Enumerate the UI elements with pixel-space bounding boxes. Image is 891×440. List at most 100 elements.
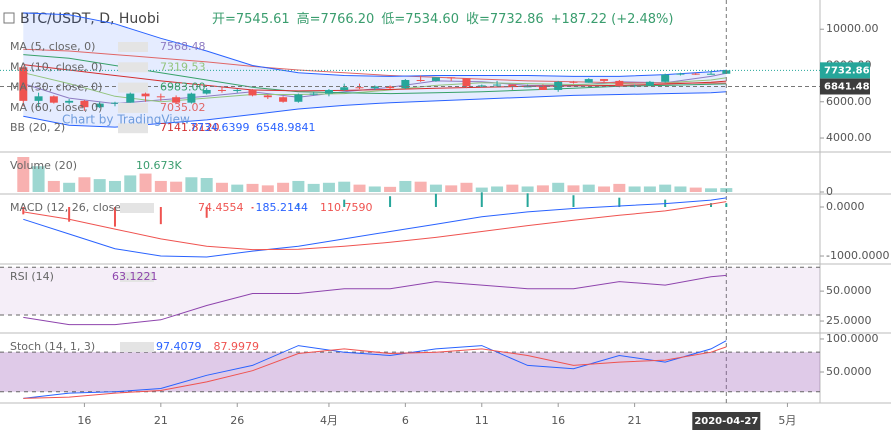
y-tick-label: 4000.00 — [826, 131, 872, 144]
candle-body — [95, 103, 104, 108]
volume-bar — [491, 186, 504, 192]
candle-body — [340, 87, 349, 90]
ohlc-value: 低=7534.60 — [381, 12, 459, 27]
y-tick-label: 100.0000 — [826, 332, 879, 345]
legend-icons — [118, 62, 148, 73]
legend-value: 6983.00 — [160, 81, 206, 94]
legend-value: 87.9979 — [214, 340, 260, 353]
legend-value: 97.4079 — [156, 340, 202, 353]
volume-bar — [429, 184, 442, 192]
volume-bar — [185, 177, 198, 192]
candle-body — [645, 81, 654, 86]
legend-value: 7141.8120 — [160, 121, 220, 134]
volume-bar — [17, 157, 30, 192]
volume-bar — [124, 175, 137, 192]
candle-body — [34, 96, 43, 101]
candle-body — [19, 67, 28, 101]
candle-body — [554, 81, 563, 90]
volume-bar — [659, 184, 672, 192]
legend-value: 10.673K — [136, 159, 182, 172]
volume-bar — [705, 188, 718, 192]
candle-body — [65, 100, 74, 103]
volume-bar — [536, 185, 549, 192]
candle-body — [569, 81, 578, 83]
legend-name: Volume (20) — [10, 159, 77, 172]
volume-bar — [78, 177, 91, 192]
x-tick-label: 6 — [402, 414, 409, 427]
volume-bar — [567, 185, 580, 192]
volume-bar — [32, 166, 45, 192]
symbol-icon — [3, 12, 15, 24]
indicator-line — [23, 197, 727, 258]
volume-bar — [399, 180, 412, 192]
candle-body — [294, 94, 303, 102]
histogram-bar — [389, 196, 392, 207]
volume-bar — [139, 173, 152, 192]
candle-body — [324, 89, 333, 94]
volume-bar — [613, 183, 626, 192]
volume-bar — [674, 186, 687, 192]
candle-body — [707, 73, 716, 75]
y-tick-label: 0.0000 — [826, 200, 865, 213]
candle-body — [386, 86, 395, 89]
legend-icons — [118, 42, 148, 52]
x-tick-label: 4月 — [320, 414, 338, 427]
band-fill — [0, 352, 820, 392]
volume-bar — [582, 184, 595, 192]
volume-bar — [445, 185, 458, 192]
indicator-line — [23, 274, 727, 326]
y-tick-label: 10000.00 — [826, 22, 879, 35]
legend-value: 110.7590 — [320, 201, 373, 214]
volume-bar — [231, 184, 244, 192]
volume-bar — [170, 181, 183, 192]
candle-body — [493, 84, 502, 86]
crosshair-date-label: 2020-04-27 — [694, 416, 758, 427]
volume-bar — [475, 187, 488, 192]
histogram-bar — [710, 203, 713, 207]
candle-body — [248, 89, 257, 96]
histogram-bar — [22, 207, 25, 215]
overlay-line — [23, 12, 727, 77]
legend-name: MACD (12, 26, close, 9) — [10, 201, 139, 214]
legend-icons — [118, 123, 148, 134]
candle-body — [141, 93, 150, 97]
last-price-box — [820, 62, 870, 79]
volume-bar — [384, 186, 397, 192]
x-tick-label: 5月 — [778, 414, 796, 427]
histogram-bar — [434, 193, 437, 207]
volume-bar — [552, 182, 565, 192]
legend-name: RSI (14) — [10, 270, 54, 283]
legend-name: MA (10, close, 0) — [10, 60, 102, 73]
histogram-bar — [343, 199, 346, 207]
candle-body — [80, 100, 89, 108]
volume-bar — [108, 180, 121, 192]
ohlc-value: 高=7766.20 — [297, 11, 375, 27]
legend-value: 63.1221 — [112, 270, 158, 283]
candle-body — [477, 85, 486, 87]
x-tick-label: 21 — [154, 414, 168, 427]
x-tick-label: 16 — [551, 414, 565, 427]
ohlc-value: 开=7545.61 — [212, 12, 290, 27]
indicator-line — [23, 346, 727, 399]
histogram-bar — [480, 192, 483, 207]
volume-bar — [307, 183, 320, 192]
legend-name: Stoch (14, 1, 3) — [10, 340, 95, 353]
candle-body — [508, 84, 517, 87]
legend-value: 185.2144 — [256, 201, 309, 214]
histogram-bar — [572, 195, 575, 207]
candle-body — [538, 86, 547, 90]
volume-bar — [506, 184, 519, 192]
crosshair-date-box — [692, 412, 761, 430]
candle-body — [355, 87, 364, 89]
legend-icons — [118, 102, 148, 113]
y-tick-label: 50.0000 — [826, 284, 872, 297]
legend-name: MA (60, close, 0) — [10, 101, 102, 114]
candle-body — [691, 73, 700, 75]
histogram-bar — [251, 207, 254, 209]
candle-body — [416, 79, 425, 81]
candle-body — [263, 95, 272, 98]
candle-body — [462, 78, 471, 87]
x-tick-label: 21 — [628, 414, 642, 427]
volume-bar — [200, 178, 213, 192]
